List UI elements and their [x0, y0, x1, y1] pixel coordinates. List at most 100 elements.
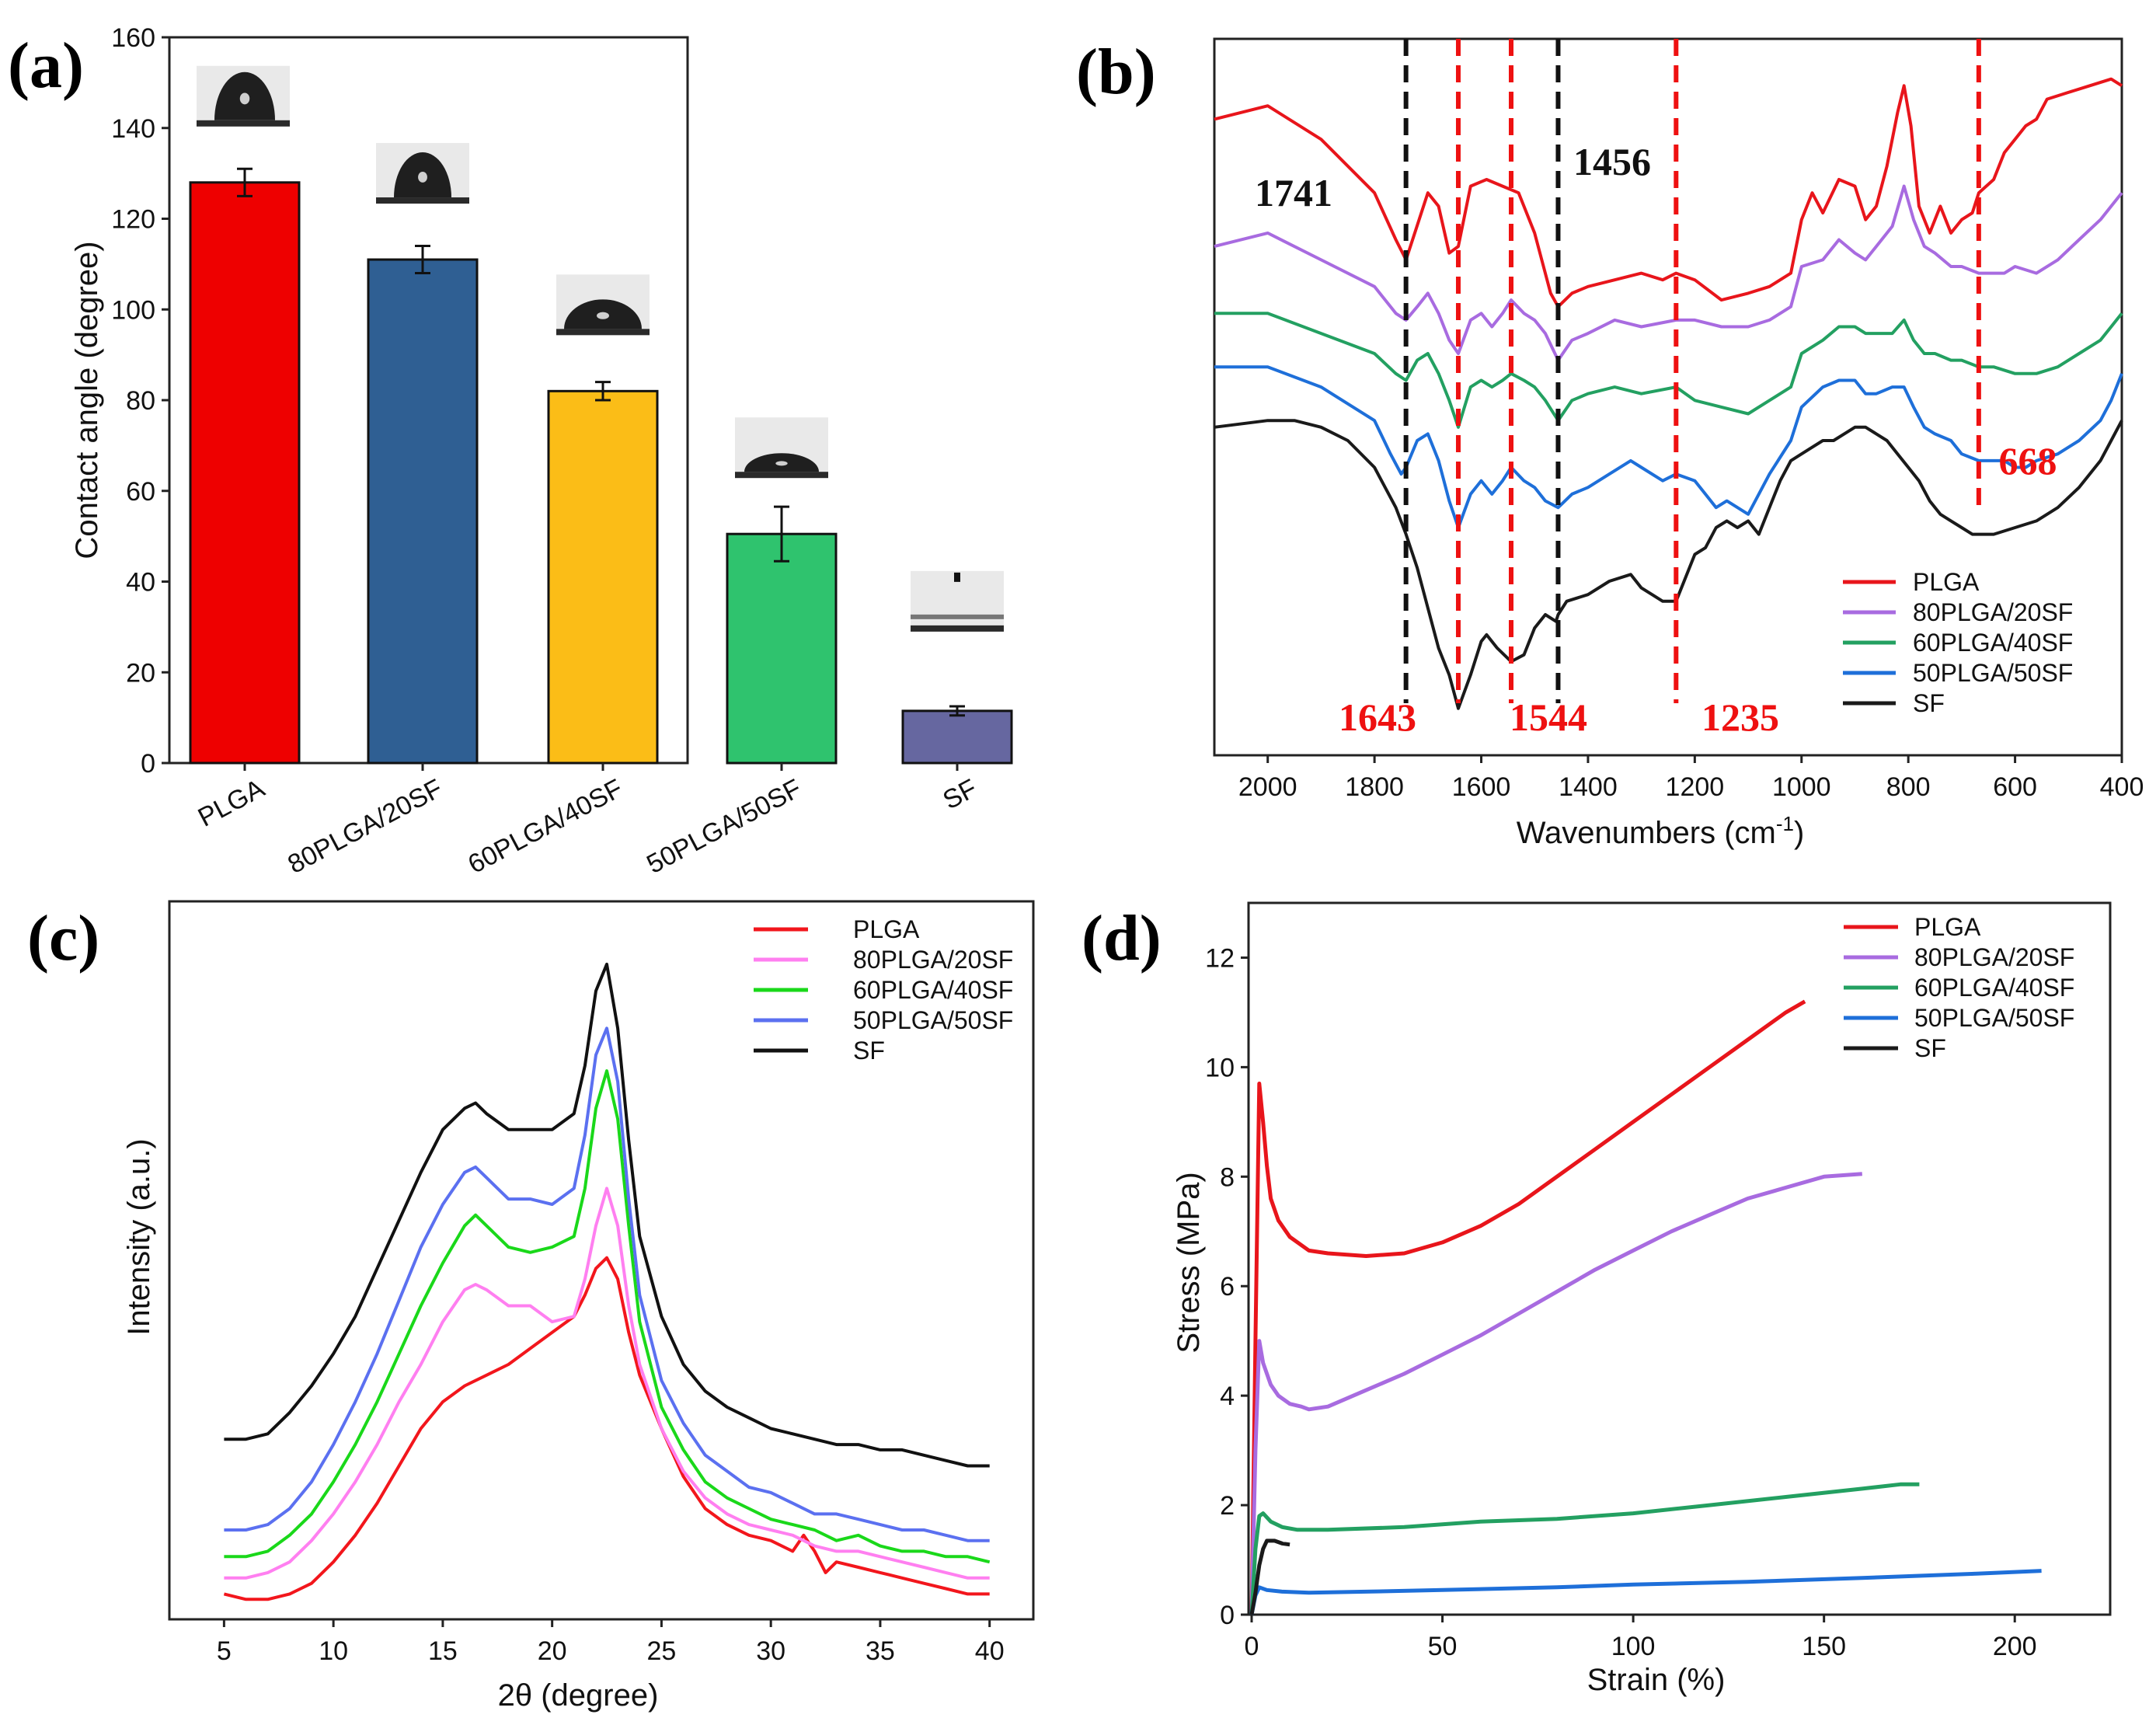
panel-b: 2000 1800 1600 1400 1200 1000 800 600 400 Wavenum…	[1076, 36, 2144, 850]
x-tick-label-c: 20	[538, 1636, 567, 1666]
x-tick-label-c: 15	[428, 1636, 458, 1666]
y-tick-label-d: 2	[1220, 1491, 1235, 1521]
x-tick-label-c: 30	[756, 1636, 785, 1666]
y-axis-title-a: Contact angle (degree)	[70, 241, 104, 559]
series-line-sf	[224, 962, 990, 1468]
x-axis-title-d: Strain (%)	[1587, 1663, 1726, 1697]
x-axis-title-b: Wavenumbers (cm-1)	[1517, 812, 1805, 850]
x-tick-label-b: 800	[1886, 772, 1931, 802]
panel-label-b: (b)	[1076, 36, 1156, 108]
x-tick-label-c: 35	[866, 1636, 895, 1666]
y-tick-label-a: 100	[111, 295, 155, 325]
x-tick-label-d: 100	[1611, 1632, 1656, 1661]
x-tick-label-c: 40	[975, 1636, 1005, 1666]
y-axis-title-d: Stress (MPa)	[1172, 1172, 1206, 1353]
bar-50plga-50sf	[726, 532, 838, 765]
y-tick-label-a: 40	[126, 568, 155, 598]
legend-label-50plga-50sf: 50PLGA/50SF	[1914, 1004, 2074, 1032]
legend-label-80plga-20sf: 80PLGA/20SF	[1914, 943, 2074, 971]
droplet-substrate	[556, 329, 650, 336]
legend-label-50plga-50sf: 50PLGA/50SF	[1913, 659, 2073, 687]
x-tick-label-b: 1000	[1772, 772, 1831, 802]
bar-sf	[901, 709, 1013, 765]
x-tick-label-50plga-50sf: 50PLGA/50SF	[642, 774, 806, 880]
x-tick-label-plga: PLGA	[193, 773, 270, 832]
peak-label-1456: 1456	[1573, 140, 1651, 183]
legend-label-80plga-20sf: 80PLGA/20SF	[1913, 598, 2073, 626]
x-axis-title-sup: -1	[1776, 812, 1794, 835]
x-tick-label-c: 25	[647, 1636, 677, 1666]
series-line-60plga-40sf	[1214, 312, 2123, 429]
x-tick-label-b: 1800	[1345, 772, 1404, 802]
x-axis-title-end: )	[1794, 816, 1804, 850]
droplet-film	[911, 614, 1004, 619]
y-tick-label-d: 12	[1205, 943, 1235, 973]
panel-d: 0 50 100 150 200 0 2 4 6 8 10 12 Strain (%) Stress (M…	[1081, 901, 2112, 1697]
y-tick-label-a: 120	[111, 205, 155, 235]
droplet-highlight	[239, 92, 250, 105]
series-line-60plga-40sf	[224, 1069, 991, 1564]
droplet-image-80plga-20sf	[376, 143, 469, 204]
series-line-80plga-20sf	[224, 1187, 990, 1580]
y-tick-label-a: 140	[111, 114, 155, 144]
droplet-image-plga	[197, 65, 290, 127]
y-tick-label-d: 4	[1220, 1382, 1235, 1411]
peak-label-1741: 1741	[1255, 171, 1332, 214]
x-tick-label-80plga-20sf: 80PLGA/20SF	[283, 774, 447, 880]
x-tick-label-b: 1200	[1666, 772, 1725, 802]
y-tick-label-d: 10	[1205, 1053, 1235, 1082]
plot-frame-c	[168, 900, 1035, 1621]
y-tick-label-a: 60	[126, 477, 155, 507]
droplet-image-50plga-50sf	[735, 417, 828, 479]
panel-label-d: (d)	[1081, 902, 1162, 974]
series-line-60plga-40sf	[1249, 1482, 1920, 1615]
droplet-highlight	[418, 171, 427, 183]
droplet-substrate	[911, 625, 1004, 632]
legend-label-plga: PLGA	[1913, 568, 1980, 596]
droplet-needle	[954, 572, 960, 582]
y-tick-label-a: 20	[126, 658, 155, 688]
series-line-sf	[1249, 1539, 1290, 1615]
x-tick-label-sf: SF	[939, 774, 982, 816]
droplet-substrate	[197, 120, 290, 127]
y-tick-label-d: 8	[1220, 1162, 1235, 1192]
x-tick-label-b: 1400	[1559, 772, 1618, 802]
series-line-80plga-20sf	[1249, 1172, 1862, 1615]
bar-60plga-40sf	[547, 389, 659, 765]
x-tick-label-d: 0	[1245, 1632, 1259, 1661]
panel-c: 5 10 15 20 25 30 35 40 2θ (degree) Intensity (a.u…	[27, 900, 1035, 1713]
series-line-80plga-20sf	[1214, 184, 2123, 362]
x-tick-label-c: 10	[319, 1636, 348, 1666]
series-line-sf	[1214, 419, 2123, 710]
droplet-substrate	[376, 197, 469, 204]
series-line-50plga-50sf	[1214, 365, 2123, 529]
peak-label-1544: 1544	[1510, 695, 1587, 739]
legend-label-60plga-40sf: 60PLGA/40SF	[1913, 629, 2073, 657]
droplet-highlight	[775, 461, 788, 466]
legend-label-60plga-40sf: 60PLGA/40SF	[1914, 974, 2074, 1002]
plot-frame-d	[1247, 901, 2112, 1616]
x-tick-label-c: 5	[217, 1636, 232, 1666]
series-line-plga	[1249, 999, 1806, 1615]
legend-label-50plga-50sf: 50PLGA/50SF	[853, 1006, 1013, 1034]
y-tick-label-d: 0	[1220, 1601, 1235, 1630]
droplet-highlight	[597, 312, 609, 319]
legend-label-plga: PLGA	[853, 915, 920, 943]
bar-plga	[189, 181, 301, 765]
y-axis-title-c: Intensity (a.u.)	[122, 1138, 156, 1335]
x-tick-label-60plga-40sf: 60PLGA/40SF	[463, 774, 627, 880]
x-tick-label-d: 200	[1993, 1632, 2037, 1661]
series-line-plga	[223, 1256, 990, 1601]
legend-label-sf: SF	[1913, 689, 1945, 717]
bar-80plga-20sf	[367, 258, 479, 765]
peak-label-1235: 1235	[1701, 695, 1779, 739]
x-tick-label-b: 600	[1993, 772, 2037, 802]
x-tick-label-b: 400	[2100, 772, 2144, 802]
legend-label-60plga-40sf: 60PLGA/40SF	[853, 976, 1013, 1004]
panel-label-a: (a)	[8, 30, 84, 102]
legend-label-80plga-20sf: 80PLGA/20SF	[853, 946, 1013, 974]
x-axis-title-main: Wavenumbers (cm	[1517, 816, 1776, 850]
legend-label-plga: PLGA	[1914, 913, 1981, 941]
